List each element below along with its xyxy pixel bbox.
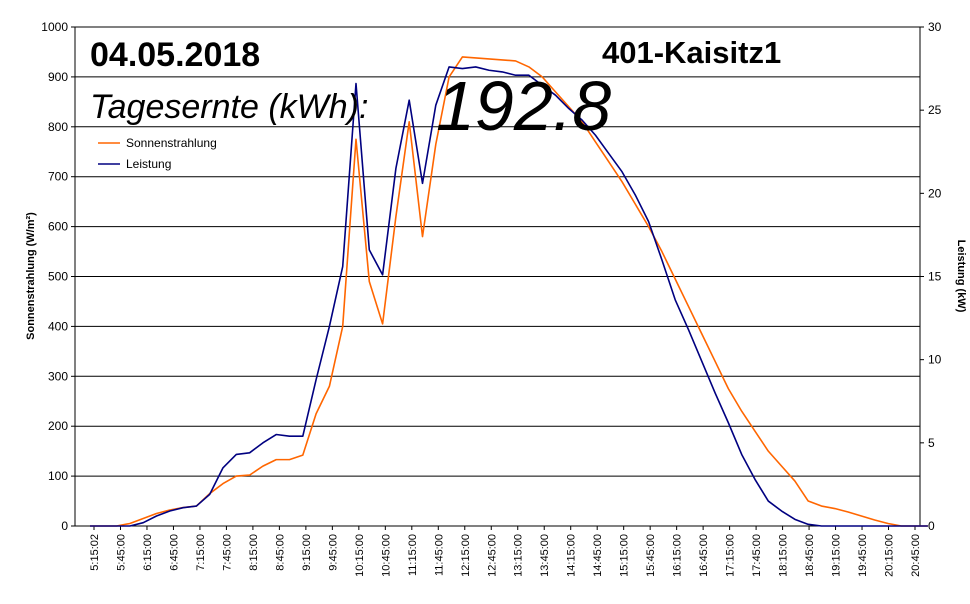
x-axis-ticks: 5:15:02 5:45:00 6:15:00 6:45:00 7:15:00 7:45:…: [89, 526, 922, 577]
x-tick-label-12: 11:15:00: [407, 534, 419, 576]
y2-axis-label: Leistung (kW): [955, 240, 967, 313]
y-tick-label-1: 100: [48, 469, 68, 483]
x-tick-label-29: 19:45:00: [857, 534, 869, 577]
y-tick-label-4: 400: [48, 319, 68, 333]
x-tick-label-13: 11:45:00: [433, 534, 445, 576]
gridlines: [75, 76, 920, 477]
x-tick-label-24: 17:15:00: [725, 534, 737, 577]
date-heading: 04.05.2018: [90, 36, 260, 74]
y-tick-label-6: 600: [48, 220, 68, 234]
y-tick-label-9: 900: [48, 70, 68, 84]
y-tick-label-10: 1000: [41, 20, 68, 34]
x-tick-label-1: 5:45:00: [115, 534, 127, 571]
y-tick-label-5: 500: [48, 270, 68, 284]
x-tick-label-16: 13:15:00: [513, 534, 525, 577]
harvest-label: Tagesernte (kWh):: [90, 88, 368, 126]
station-name: 401-Kaisitz1: [602, 35, 781, 70]
legend-label-sonnenstrahlung: Sonnenstrahlung: [126, 136, 217, 150]
x-tick-label-5: 7:45:00: [221, 534, 233, 571]
x-tick-label-19: 14:45:00: [592, 534, 604, 577]
x-tick-label-18: 14:15:00: [566, 534, 578, 577]
y-tick-label-7: 700: [48, 170, 68, 184]
right-axis-ticks: 0 5 10 15 20 25 30: [920, 20, 942, 533]
left-axis-ticks: 0 100 200 300 400 500 600 700 800 900 1000: [41, 20, 75, 533]
x-tick-label-14: 12:15:00: [460, 534, 472, 577]
y-tick-label-0: 0: [61, 519, 68, 533]
series-lines: [90, 56, 928, 527]
x-tick-label-17: 13:45:00: [539, 534, 551, 577]
x-tick-label-26: 18:15:00: [778, 534, 790, 577]
x-tick-label-10: 10:15:00: [354, 534, 366, 577]
x-tick-label-27: 18:45:00: [804, 534, 816, 577]
y-tick-label-3: 300: [48, 369, 68, 383]
x-tick-label-0: 5:15:02: [89, 534, 101, 571]
y2-tick-label-5: 25: [928, 103, 942, 117]
x-tick-label-3: 6:45:00: [168, 534, 180, 571]
harvest-value: 192.8: [436, 67, 611, 145]
x-tick-label-23: 16:45:00: [698, 534, 710, 577]
legend-label-leistung: Leistung: [126, 157, 171, 171]
x-tick-label-15: 12:45:00: [486, 534, 498, 577]
y-tick-label-8: 800: [48, 120, 68, 134]
x-tick-label-21: 15:45:00: [645, 534, 657, 577]
y2-tick-label-6: 30: [928, 20, 942, 34]
x-tick-label-28: 19:15:00: [831, 534, 843, 577]
x-tick-label-20: 15:15:00: [619, 534, 631, 577]
legend: Sonnenstrahlung Leistung: [98, 136, 217, 171]
x-tick-label-4: 7:15:00: [195, 534, 207, 571]
y-tick-label-2: 200: [48, 419, 68, 433]
x-tick-label-7: 8:45:00: [274, 534, 286, 571]
y-axis-label: Sonnenstrahlung (W/m²): [25, 212, 37, 340]
y2-tick-label-4: 20: [928, 186, 942, 200]
y2-tick-label-3: 15: [928, 270, 942, 284]
x-tick-label-11: 10:45:00: [380, 534, 392, 577]
y2-tick-label-2: 10: [928, 353, 942, 367]
series-line-leistung: [90, 66, 928, 527]
x-tick-label-2: 6:15:00: [142, 534, 154, 571]
x-tick-label-31: 20:45:00: [910, 534, 922, 577]
x-tick-label-30: 20:15:00: [884, 534, 896, 577]
x-tick-label-22: 16:15:00: [672, 534, 684, 577]
x-tick-label-6: 8:15:00: [248, 534, 260, 571]
x-tick-label-8: 9:15:00: [301, 534, 313, 571]
x-tick-label-9: 9:45:00: [327, 534, 339, 571]
y2-tick-label-0: 0: [928, 519, 935, 533]
y2-tick-label-1: 5: [928, 436, 935, 450]
series-line-sonnenstrahlung: [90, 56, 928, 527]
x-tick-label-25: 17:45:00: [751, 534, 763, 577]
